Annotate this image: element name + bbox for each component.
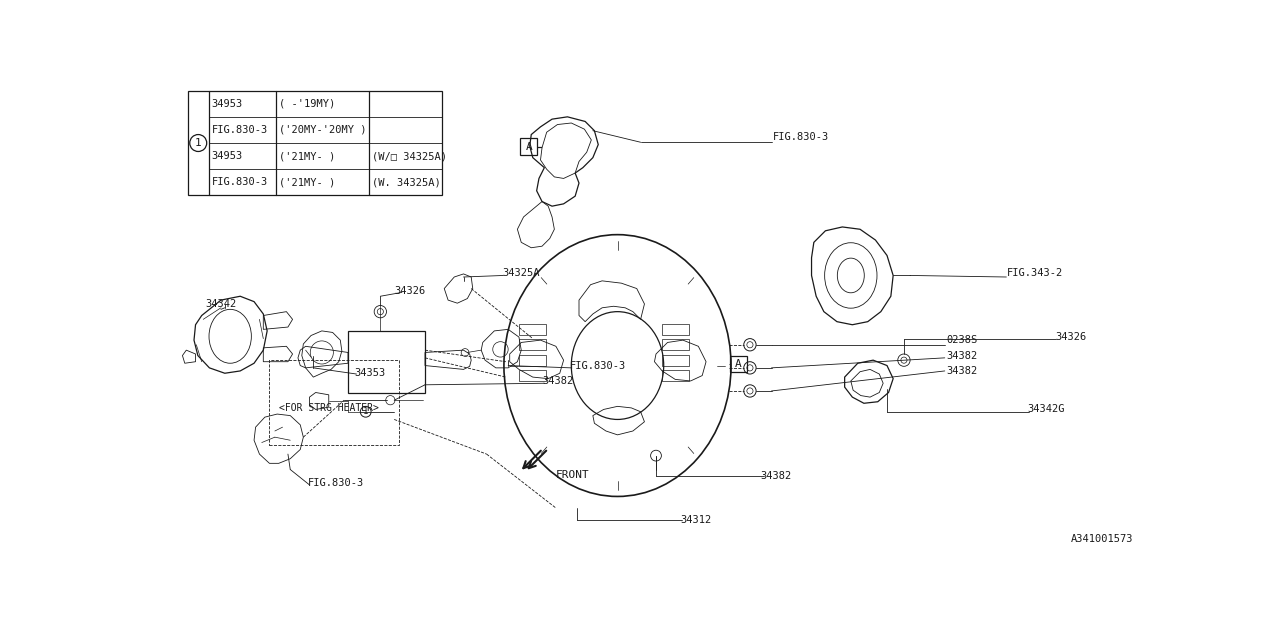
Text: 34382: 34382	[946, 366, 978, 376]
Text: 34342: 34342	[206, 299, 237, 309]
Text: 34353: 34353	[355, 368, 385, 378]
Text: (W. 34325A): (W. 34325A)	[372, 177, 440, 188]
Text: ('21MY- ): ('21MY- )	[279, 177, 335, 188]
Text: 34326: 34326	[394, 286, 425, 296]
Bar	[518, 324, 545, 335]
Text: 34953: 34953	[211, 151, 243, 161]
Text: A: A	[735, 359, 742, 369]
Text: FIG.830-3: FIG.830-3	[211, 125, 268, 135]
Bar	[188, 91, 442, 195]
Text: ( -'19MY): ( -'19MY)	[279, 99, 335, 109]
Text: FIG.830-3: FIG.830-3	[308, 478, 365, 488]
Text: 1: 1	[364, 407, 369, 416]
Bar	[662, 370, 689, 381]
Text: 0238S: 0238S	[946, 335, 978, 345]
Bar	[662, 324, 689, 335]
Bar	[518, 370, 545, 381]
Bar	[662, 339, 689, 350]
Bar	[730, 356, 746, 372]
Text: FIG.830-3: FIG.830-3	[773, 132, 829, 142]
Text: (W/□ 34325A): (W/□ 34325A)	[372, 151, 447, 161]
Text: FIG.830-3: FIG.830-3	[570, 360, 626, 371]
Text: 34382: 34382	[541, 376, 573, 386]
Text: FRONT: FRONT	[556, 470, 590, 479]
Bar	[521, 138, 538, 156]
Bar	[518, 339, 545, 350]
Text: 34953: 34953	[211, 99, 243, 109]
Bar	[518, 355, 545, 365]
Text: 34382: 34382	[760, 470, 791, 481]
Text: 34326: 34326	[1055, 332, 1087, 342]
Text: A341001573: A341001573	[1071, 534, 1133, 544]
Text: FIG.343-2: FIG.343-2	[1007, 268, 1064, 278]
Text: 34325A: 34325A	[502, 268, 539, 278]
Bar	[662, 355, 689, 365]
Text: 34312: 34312	[681, 515, 712, 525]
Bar	[270, 360, 399, 445]
Text: <FOR STRG HEATER>: <FOR STRG HEATER>	[279, 403, 379, 413]
Text: 1: 1	[195, 138, 202, 148]
Text: A: A	[526, 142, 532, 152]
Text: ('20MY-'20MY ): ('20MY-'20MY )	[279, 125, 367, 135]
Text: FIG.830-3: FIG.830-3	[211, 177, 268, 188]
Text: 34342G: 34342G	[1027, 404, 1065, 415]
Text: 34382: 34382	[946, 351, 978, 360]
Text: ('21MY- ): ('21MY- )	[279, 151, 335, 161]
Bar	[348, 331, 425, 392]
